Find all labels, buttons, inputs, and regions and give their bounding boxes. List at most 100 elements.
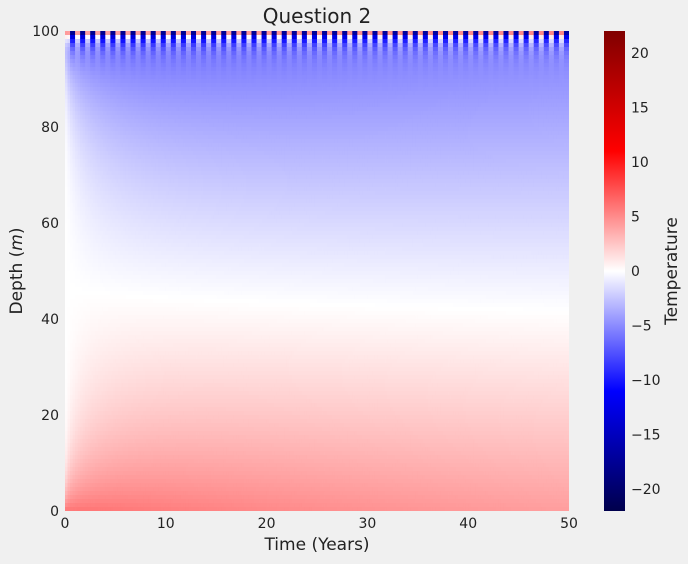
heatmap-cell xyxy=(115,247,118,251)
heatmap-cell xyxy=(115,503,118,507)
heatmap-cell xyxy=(73,163,76,167)
heatmap-cell xyxy=(166,307,169,311)
heatmap-cell xyxy=(123,43,126,47)
heatmap-cell xyxy=(73,135,76,139)
heatmap-cell xyxy=(73,347,76,351)
heatmap-cell xyxy=(161,395,164,399)
heatmap-cell xyxy=(158,475,161,479)
heatmap-cell xyxy=(136,299,139,303)
heatmap-cell xyxy=(153,71,156,75)
heatmap-cell xyxy=(151,423,154,427)
heatmap-cell xyxy=(83,31,86,35)
heatmap-cell xyxy=(138,139,141,143)
heatmap-cell xyxy=(90,219,93,223)
heatmap-cell xyxy=(110,131,113,135)
heatmap-cell xyxy=(103,179,106,183)
heatmap-cell xyxy=(115,195,118,199)
heatmap-cell xyxy=(136,347,139,351)
heatmap-cell xyxy=(65,227,68,231)
heatmap-cell xyxy=(65,243,68,247)
heatmap-cell xyxy=(93,187,96,191)
heatmap-cell xyxy=(90,371,93,375)
heatmap-cell xyxy=(108,119,111,123)
heatmap-cell xyxy=(70,187,73,191)
heatmap-cell xyxy=(156,499,159,503)
heatmap-cell xyxy=(138,183,141,187)
heatmap-cell xyxy=(80,43,83,47)
heatmap-cell xyxy=(133,483,136,487)
heatmap-cell xyxy=(93,347,96,351)
heatmap-cell xyxy=(120,359,123,363)
heatmap-cell xyxy=(136,407,139,411)
heatmap-cell xyxy=(156,51,159,55)
heatmap-cell xyxy=(105,139,108,143)
heatmap-cell xyxy=(115,231,118,235)
heatmap-cell xyxy=(161,367,164,371)
heatmap-cell xyxy=(123,479,126,483)
heatmap-cell xyxy=(151,471,154,475)
heatmap-cell xyxy=(133,63,136,67)
heatmap-cell xyxy=(85,471,88,475)
heatmap-cell xyxy=(108,459,111,463)
heatmap-cell xyxy=(146,39,149,43)
heatmap-cell xyxy=(158,387,161,391)
heatmap-cell xyxy=(148,407,151,411)
heatmap-cell xyxy=(148,351,151,355)
heatmap-cell xyxy=(68,311,71,315)
heatmap-cell xyxy=(88,351,91,355)
heatmap-cell xyxy=(100,211,103,215)
heatmap-cell xyxy=(156,443,159,447)
heatmap-cell xyxy=(98,143,101,147)
heatmap-cell xyxy=(110,467,113,471)
heatmap-cell xyxy=(88,491,91,495)
heatmap-cell xyxy=(108,347,111,351)
heatmap-cell xyxy=(166,315,169,319)
heatmap-cell xyxy=(138,95,141,99)
heatmap-cell xyxy=(146,439,149,443)
heatmap-cell xyxy=(100,471,103,475)
heatmap-cell xyxy=(83,87,86,91)
heatmap-cell xyxy=(123,355,126,359)
heatmap-cell xyxy=(120,315,123,319)
heatmap-cell xyxy=(88,39,91,43)
heatmap-cell xyxy=(136,275,139,279)
heatmap-cell xyxy=(85,95,88,99)
heatmap-cell xyxy=(100,195,103,199)
heatmap-cell xyxy=(156,31,159,35)
heatmap-cell xyxy=(156,103,159,107)
heatmap-cell xyxy=(146,63,149,67)
heatmap-cell xyxy=(168,175,171,179)
heatmap-cell xyxy=(105,99,108,103)
heatmap-cell xyxy=(100,191,103,195)
heatmap-cell xyxy=(105,263,108,267)
heatmap-cell xyxy=(100,463,103,467)
heatmap-cell xyxy=(123,499,126,503)
heatmap-cell xyxy=(105,51,108,55)
heatmap-cell xyxy=(123,459,126,463)
heatmap-cell xyxy=(136,279,139,283)
heatmap-cell xyxy=(161,383,164,387)
heatmap-cell xyxy=(161,487,164,491)
heatmap-cell xyxy=(103,371,106,375)
heatmap-cell xyxy=(103,195,106,199)
heatmap-cell xyxy=(113,231,116,235)
heatmap-cell xyxy=(83,367,86,371)
heatmap-cell xyxy=(68,51,71,55)
heatmap-cell xyxy=(85,147,88,151)
heatmap-cell xyxy=(133,259,136,263)
heatmap-cell xyxy=(148,415,151,419)
heatmap-cell xyxy=(148,219,151,223)
heatmap-cell xyxy=(88,255,91,259)
heatmap-cell xyxy=(68,115,71,119)
heatmap-cell xyxy=(105,215,108,219)
heatmap-cell xyxy=(73,211,76,215)
heatmap-cell xyxy=(166,247,169,251)
heatmap-cell xyxy=(100,107,103,111)
heatmap-cell xyxy=(138,271,141,275)
heatmap-cell xyxy=(70,291,73,295)
heatmap-cell xyxy=(153,163,156,167)
heatmap-cell xyxy=(166,175,169,179)
heatmap-cell xyxy=(146,187,149,191)
heatmap-cell xyxy=(93,71,96,75)
heatmap-cell xyxy=(131,299,134,303)
